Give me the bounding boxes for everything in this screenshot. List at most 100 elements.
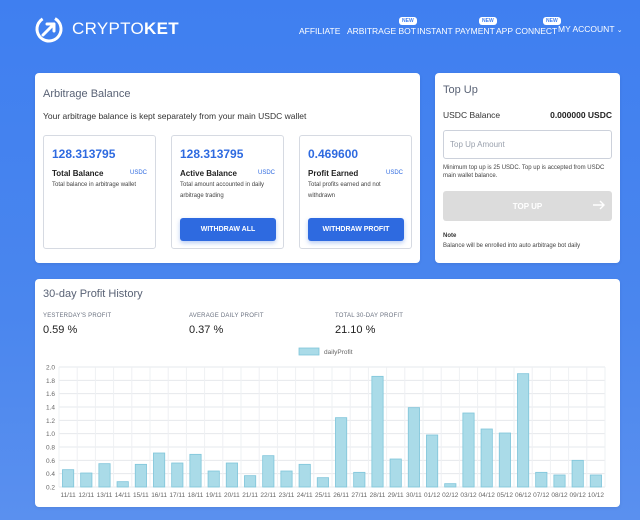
- balance-name: Profit Earned: [308, 169, 359, 178]
- card-subtitle: Your arbitrage balance is kept separatel…: [43, 111, 307, 121]
- withdraw-all-button[interactable]: WITHDRAW ALL: [180, 218, 276, 241]
- y-tick-label: 2.0: [46, 365, 55, 372]
- x-tick-label: 03/12: [460, 492, 477, 499]
- balance-unit: USDC: [385, 170, 403, 176]
- daily-profit-chart: 0.2 0.4 0.6 0.8 1.0 1.2 1.4 1.6 1.8 2.0 11/11 12/11…: [46, 347, 606, 499]
- bar: [498, 432, 511, 488]
- x-tick-label: 15/11: [133, 492, 149, 499]
- x-tick-label: 28/11: [370, 492, 386, 499]
- x-tick-label: 19/11: [206, 492, 222, 499]
- balance-description: Total profits earned and not withdrawn: [308, 182, 381, 199]
- bar: [153, 452, 166, 488]
- bar: [353, 471, 366, 488]
- withdraw-profit-button[interactable]: WITHDRAW PROFIT: [308, 218, 404, 241]
- x-tick-label: 12/11: [78, 492, 94, 499]
- bar: [444, 483, 457, 488]
- total-30-day-profit-stat: TOTAL 30-DAY PROFIT 21.10 %: [335, 313, 403, 336]
- y-tick-label: 1.0: [46, 431, 55, 438]
- nav-my-account[interactable]: MY ACCOUNT ⌄: [558, 24, 623, 34]
- x-tick-label: 26/11: [333, 492, 349, 499]
- bar: [134, 463, 147, 488]
- x-tick-label: 27/11: [351, 492, 367, 499]
- x-tick-label: 11/11: [60, 492, 76, 499]
- y-tick-label: 1.6: [46, 391, 55, 398]
- logo-icon: [35, 15, 63, 43]
- x-tick-label: 21/11: [242, 492, 258, 499]
- nav-instant-payment[interactable]: INSTANT PAYMENT NEW: [417, 17, 497, 36]
- bar: [589, 474, 602, 488]
- bar: [171, 462, 184, 488]
- x-tick-label: 17/11: [169, 492, 185, 499]
- bar: [535, 471, 548, 488]
- brand-logo[interactable]: CRYPTOKET: [34, 14, 179, 44]
- profit-earned-box: 0.469600 Profit Earned USDC Total profit…: [299, 135, 412, 249]
- y-tick-label: 1.4: [46, 405, 55, 412]
- bar: [462, 412, 475, 488]
- bar: [335, 417, 348, 488]
- x-tick-label: 22/11: [260, 492, 276, 499]
- bar: [316, 477, 329, 488]
- arbitrage-balance-card: Arbitrage Balance Your arbitrage balance…: [35, 73, 420, 263]
- total-balance-box: 128.313795 Total Balance USDC Total bala…: [43, 135, 156, 249]
- x-tick-label: 14/11: [115, 492, 131, 499]
- x-tick-label: 08/12: [551, 492, 568, 499]
- bar: [207, 470, 220, 488]
- bar: [62, 469, 75, 488]
- balance-unit: USDC: [257, 170, 275, 176]
- bar: [189, 453, 202, 488]
- nav-app-connect[interactable]: APP CONNECT NEW: [496, 17, 561, 36]
- bar: [371, 375, 384, 488]
- balance-value: 128.313795: [52, 147, 116, 161]
- nav-arbitrage-bot[interactable]: ARBITRAGE BOT NEW: [347, 17, 417, 36]
- legend-swatch: [298, 347, 320, 356]
- balance-value: 0.469600: [308, 147, 359, 161]
- new-badge: NEW: [479, 17, 497, 25]
- top-up-amount-input[interactable]: [443, 130, 612, 159]
- x-tick-label: 06/12: [515, 492, 532, 499]
- nav-affiliate[interactable]: AFFILIATE: [299, 26, 341, 36]
- bar: [116, 481, 129, 488]
- card-title: Arbitrage Balance: [43, 88, 131, 100]
- x-tick-label: 02/12: [442, 492, 459, 499]
- minimum-top-up-text: Minimum top up is 25 USDC. Top up is acc…: [443, 165, 605, 179]
- brand-name: CRYPTOKET: [72, 19, 179, 38]
- stat-label: YESTERDAY'S PROFIT: [43, 313, 112, 319]
- x-tick-label: 24/11: [297, 492, 313, 499]
- balance-name: Active Balance: [180, 169, 237, 178]
- bar: [244, 475, 257, 488]
- new-badge: NEW: [543, 17, 561, 25]
- y-tick-label: 0.8: [46, 445, 55, 452]
- y-tick-label: 0.4: [46, 471, 55, 478]
- bar: [571, 459, 584, 488]
- top-up-button[interactable]: TOP UP: [443, 191, 612, 221]
- card-title: 30-day Profit History: [43, 288, 143, 300]
- balance-value: 128.313795: [180, 147, 244, 161]
- bar: [280, 470, 293, 488]
- x-tick-label: 25/11: [315, 492, 331, 499]
- bar: [480, 428, 493, 488]
- stat-label: TOTAL 30-DAY PROFIT: [335, 313, 404, 319]
- x-tick-label: 09/12: [570, 492, 587, 499]
- note-text: Balance will be enrolled into auto arbit…: [443, 243, 581, 249]
- average-daily-profit-stat: AVERAGE DAILY PROFIT 0.37 %: [189, 313, 264, 336]
- bar: [298, 463, 311, 488]
- arrow-right-icon: [593, 200, 605, 210]
- y-tick-label: 0.2: [46, 485, 55, 492]
- y-tick-label: 1.2: [46, 418, 55, 425]
- bar: [389, 458, 402, 488]
- bar: [426, 434, 439, 488]
- bar: [262, 455, 275, 488]
- x-tick-label: 29/11: [388, 492, 404, 499]
- y-tick-label: 1.8: [46, 378, 55, 385]
- usdc-balance-label: USDC Balance: [443, 110, 501, 120]
- legend-label: dailyProfit: [324, 349, 353, 356]
- bar: [407, 407, 420, 488]
- x-tick-label: 30/11: [406, 492, 422, 499]
- bar: [80, 472, 93, 488]
- new-badge: NEW: [399, 17, 417, 25]
- usdc-balance-value: 0.000000 USDC: [550, 110, 612, 120]
- bar: [553, 474, 566, 488]
- chevron-down-icon: ⌄: [616, 27, 623, 34]
- balance-unit: USDC: [129, 170, 147, 176]
- stat-value: 0.37 %: [189, 324, 224, 336]
